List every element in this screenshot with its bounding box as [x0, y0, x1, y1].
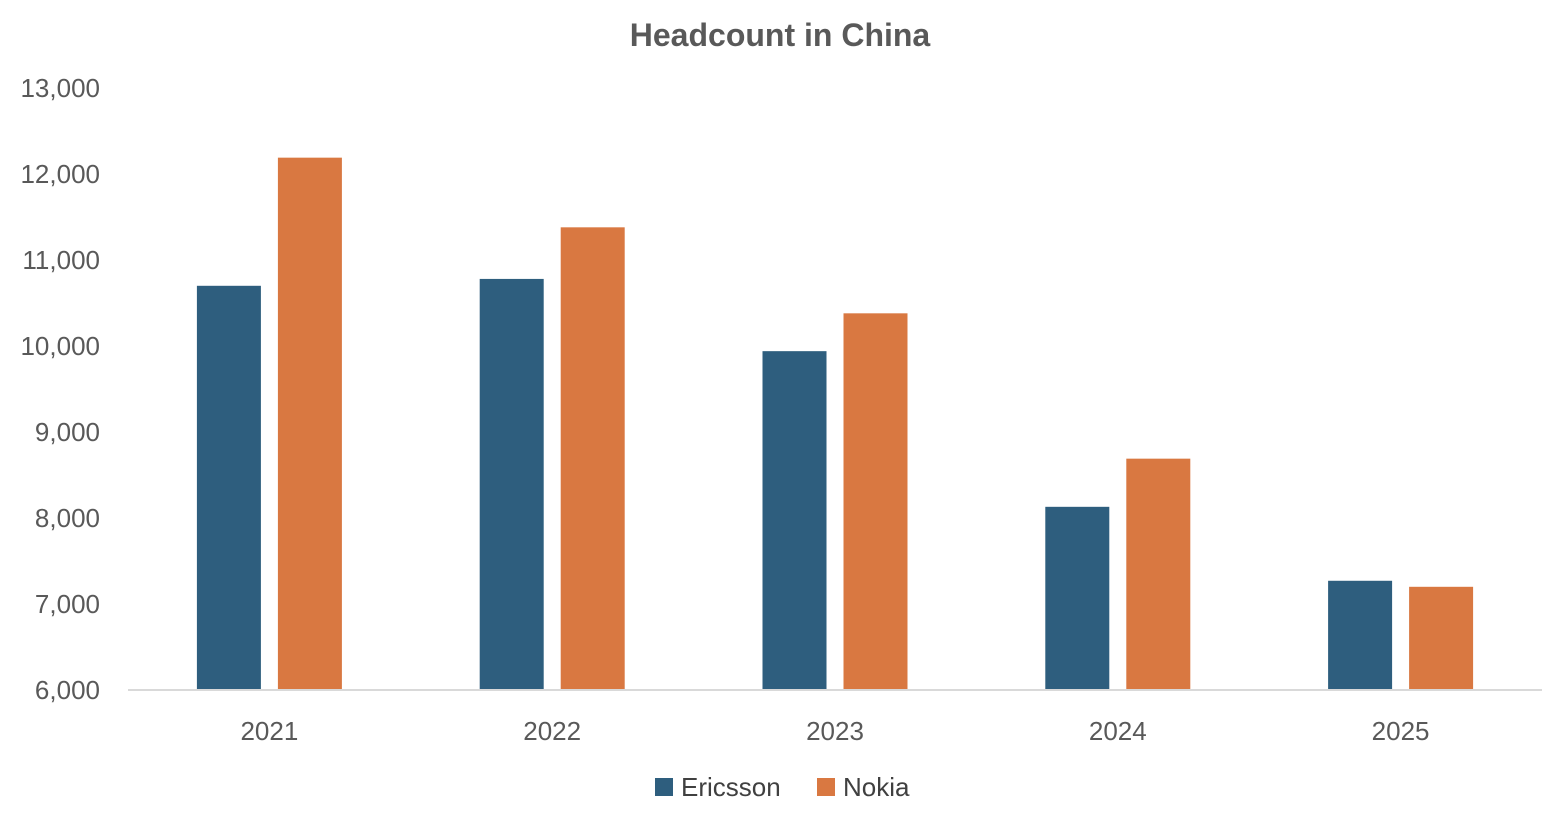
y-tick-label: 6,000	[35, 675, 100, 705]
x-tick-label: 2022	[523, 716, 581, 746]
bar-nokia-2023	[843, 313, 908, 690]
x-axis-labels: 2021 2022 2023 2024 2025	[240, 716, 1429, 746]
legend-label-nokia: Nokia	[843, 772, 910, 802]
bar-ericsson-2021	[196, 285, 261, 690]
x-tick-label: 2021	[240, 716, 298, 746]
y-tick-label: 13,000	[20, 73, 100, 103]
bar-ericsson-2022	[479, 278, 544, 690]
bar-ericsson-2024	[1045, 506, 1110, 690]
y-tick-label: 11,000	[22, 245, 100, 275]
bar-nokia-2021	[277, 157, 342, 690]
bar-nokia-2024	[1126, 458, 1191, 690]
legend-label-ericsson: Ericsson	[681, 772, 781, 802]
bar-nokia-2022	[560, 227, 625, 690]
chart-title: Headcount in China	[630, 17, 931, 53]
legend-swatch-nokia	[817, 778, 835, 796]
bar-ericsson-2025	[1328, 580, 1393, 690]
legend: Ericsson Nokia	[655, 772, 910, 802]
bar-nokia-2025	[1409, 586, 1474, 690]
y-axis-labels: 6,000 7,000 8,000 9,000 10,000 11,000 12,000 13…	[20, 73, 100, 705]
y-tick-label: 12,000	[20, 159, 100, 189]
x-tick-label: 2023	[806, 716, 864, 746]
y-tick-label: 8,000	[35, 503, 100, 533]
y-tick-label: 7,000	[35, 589, 100, 619]
legend-swatch-ericsson	[655, 778, 673, 796]
bars-group	[196, 157, 1474, 690]
x-tick-label: 2025	[1372, 716, 1430, 746]
y-tick-label: 9,000	[35, 417, 100, 447]
y-tick-label: 10,000	[20, 331, 100, 361]
bar-ericsson-2023	[762, 351, 827, 690]
x-tick-label: 2024	[1089, 716, 1147, 746]
